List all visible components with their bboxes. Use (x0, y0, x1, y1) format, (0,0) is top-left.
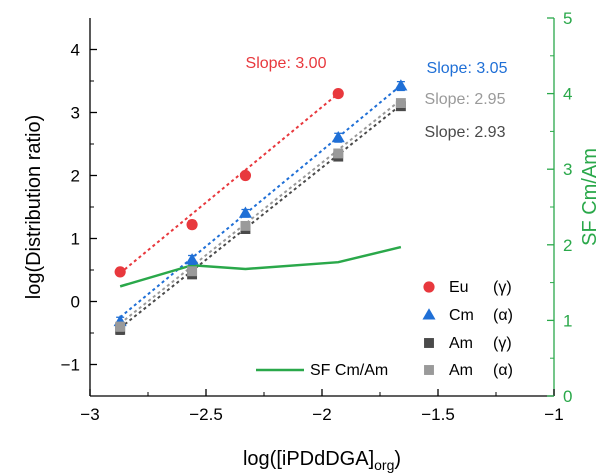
legend-marker (424, 338, 434, 348)
legend-marker (423, 281, 435, 293)
legend-label: Cm (449, 307, 474, 324)
data-point (333, 148, 344, 159)
legend: Eu (γ) Cm (α) Am (γ) Am (α) SF Cm/Am (256, 279, 513, 379)
legend-sf-label: SF Cm/Am (310, 362, 388, 379)
legend-label: Am (449, 335, 473, 352)
legend-marker (424, 365, 434, 375)
data-point (186, 219, 198, 231)
x-tick-label: −2 (312, 405, 331, 424)
data-point (114, 266, 126, 278)
y-tick-label: 4 (71, 41, 80, 60)
data-point (187, 266, 198, 277)
legend-marker (422, 308, 436, 320)
fit-line (119, 84, 402, 319)
y2-tick-label: 4 (563, 85, 572, 104)
x-tick-label: −1 (544, 405, 563, 424)
data-point (394, 79, 408, 91)
x-tick-label: −3 (80, 405, 99, 424)
fit-line (119, 104, 402, 329)
x-axis-title: log([iPDdDGA]org) (243, 448, 401, 473)
y2-tick-label: 3 (563, 160, 572, 179)
y-tick-label: 3 (71, 104, 80, 123)
data-point (238, 206, 252, 218)
y-tick-label: 2 (71, 167, 80, 186)
x-tick-label: −2.5 (189, 405, 223, 424)
y2-tick-label: 0 (563, 387, 572, 406)
y-axis: −1 0 1 2 3 4 (61, 41, 97, 375)
y2-tick-label: 5 (563, 9, 572, 28)
y2-tick-label: 2 (563, 236, 572, 255)
y-tick-label: 1 (71, 230, 80, 249)
slope-label: Slope: 3.00 (246, 55, 327, 72)
data-point (185, 253, 199, 265)
slope-label: Slope: 3.05 (427, 60, 508, 77)
y2-axis-title: SF Cm/Am (579, 148, 601, 246)
data-point (395, 98, 406, 108)
x-axis: −3 −2.5 −2 −1.5 −1 (80, 389, 564, 424)
legend-label: Am (449, 362, 473, 379)
slope-labels: Slope: 3.00 Slope: 3.05 Slope: 2.95 Slope: … (246, 55, 508, 141)
slope-label: Slope: 2.93 (425, 124, 506, 141)
data-point (331, 130, 345, 143)
slope-label: Slope: 2.95 (425, 91, 506, 108)
data-point (332, 88, 344, 100)
sf-series-line (119, 245, 402, 288)
legend-radiation: (α) (493, 307, 513, 324)
legend-radiation: (γ) (493, 335, 512, 352)
legend-radiation: (γ) (493, 279, 512, 296)
legend-radiation: (α) (493, 362, 513, 379)
y-tick-label: −1 (61, 356, 80, 375)
y2-axis: 0 1 2 3 4 5 (547, 9, 572, 406)
data-point (240, 220, 251, 231)
data-point (239, 169, 252, 182)
y2-tick-label: 1 (563, 311, 572, 330)
data-points (113, 79, 408, 335)
sf-line (119, 245, 402, 288)
y-axis-title: log(Distribution ratio) (23, 115, 45, 300)
data-point (115, 321, 126, 332)
x-tick-label: −1.5 (421, 405, 455, 424)
fit-line (119, 99, 402, 325)
fit-lines (119, 84, 402, 329)
fit-line (119, 92, 339, 274)
y-tick-label: 0 (71, 293, 80, 312)
legend-label: Eu (449, 279, 469, 296)
